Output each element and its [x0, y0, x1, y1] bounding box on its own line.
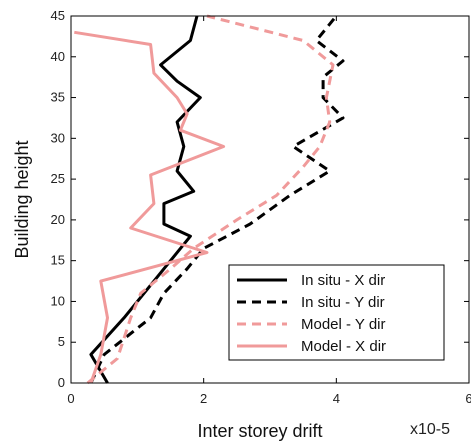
series-line-1 [89, 15, 202, 384]
x-axis-label: Inter storey drift [197, 421, 322, 441]
plot-area [74, 14, 345, 385]
legend-label: Model - Y dir [301, 316, 386, 333]
y-tick-label: 0 [58, 375, 65, 390]
legend-label: Model - X dir [301, 338, 386, 355]
series-line-4 [74, 30, 226, 384]
y-tick-label: 45 [51, 8, 65, 23]
x-axis-multiplier: x10-5 [410, 421, 450, 438]
y-tick-label: 15 [51, 253, 65, 268]
y-tick-label: 20 [51, 212, 65, 227]
series-line-3 [86, 14, 335, 385]
legend-label: In situ - Y dir [301, 294, 385, 311]
legend: In situ - X dir In situ - Y dir Model - Y … [228, 264, 445, 361]
series-line-2 [89, 15, 345, 384]
x-tick-label: 2 [200, 391, 207, 406]
x-tick-label: 4 [333, 391, 340, 406]
y-tick-label: 10 [51, 293, 65, 308]
y-axis-ticks: 0 5 10 15 20 25 30 35 40 45 [51, 8, 469, 390]
y-tick-label: 5 [58, 334, 65, 349]
legend-label: In situ - X dir [301, 272, 385, 289]
plot-frame [70, 15, 470, 384]
y-tick-label: 40 [51, 49, 65, 64]
y-tick-label: 30 [51, 130, 65, 145]
y-axis-label: Building height [12, 140, 32, 258]
x-axis-ticks: 0 2 4 6 [67, 16, 471, 406]
y-tick-label: 35 [51, 90, 65, 105]
y-tick-label: 25 [51, 171, 65, 186]
x-tick-label: 0 [67, 391, 74, 406]
x-tick-label: 6 [465, 391, 471, 406]
